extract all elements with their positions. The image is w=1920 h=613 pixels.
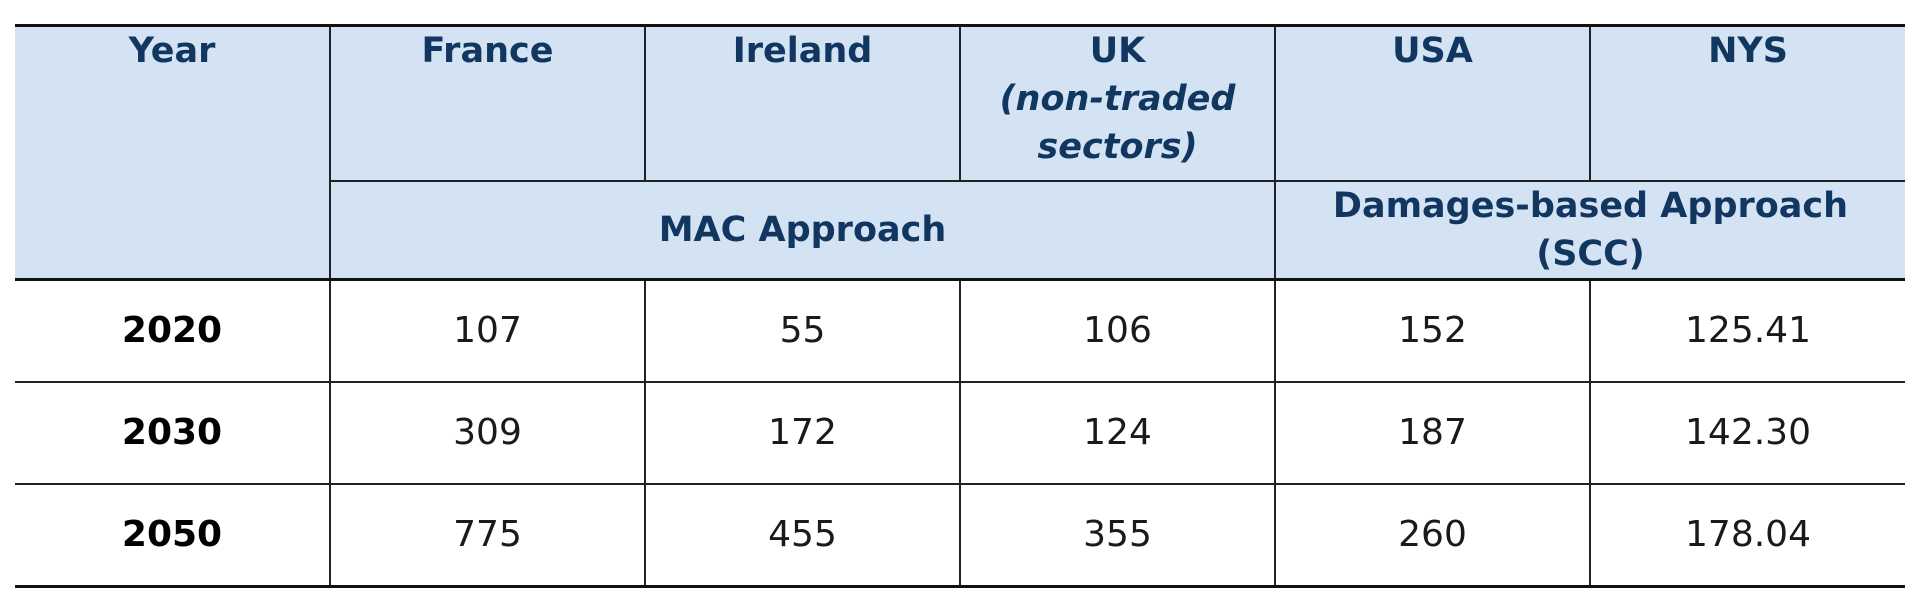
value-cell-uk: 124	[959, 380, 1275, 484]
value-cell-france: 309	[329, 380, 645, 484]
column-header-ireland: Ireland	[644, 25, 960, 182]
value-cell-uk: 355	[959, 482, 1275, 586]
column-header-nys: NYS	[1589, 25, 1905, 182]
value-cell-usa: 187	[1274, 380, 1590, 484]
year-cell: 2030	[15, 380, 330, 484]
table-row: 2020 107 55 106 152 125.41	[15, 279, 1905, 382]
value-cell-uk: 106	[959, 279, 1275, 382]
column-header-uk: UK (non-traded sectors)	[959, 25, 1275, 182]
value-cell-ireland: 172	[644, 380, 960, 484]
column-header-usa: USA	[1274, 25, 1590, 182]
damages-approach-header: Damages-based Approach (SCC)	[1274, 180, 1905, 281]
country-header-row: Year France Ireland UK (non-traded secto…	[15, 25, 1905, 281]
value-cell-usa: 152	[1274, 279, 1590, 382]
year-cell: 2020	[121, 310, 223, 351]
value-cell-ireland: 55	[644, 279, 960, 382]
column-header-uk-label: UK	[1089, 31, 1146, 71]
carbon-value-table: Year France Ireland UK (non-traded secto…	[15, 24, 1905, 588]
mac-approach-header: MAC Approach	[329, 180, 1275, 281]
column-header-france: France	[329, 25, 645, 182]
value-cell-nys: 142.30	[1589, 380, 1905, 484]
year-cell: 2050	[15, 482, 330, 586]
column-header-uk-note: (non-traded sectors)	[999, 79, 1236, 167]
year-header: Year	[15, 25, 330, 281]
value-cell-france: 775	[329, 482, 645, 586]
value-cell-ireland: 455	[644, 482, 960, 586]
approach-header-row: MAC Approach Damages-based Approach (SCC…	[15, 180, 1905, 281]
value-cell-nys: 178.04	[1589, 482, 1905, 586]
value-cell-nys: 125.41	[1589, 279, 1905, 382]
value-cell-usa: 260	[1274, 482, 1590, 586]
table-row: 2050 775 455 355 260 178.04	[15, 482, 1905, 586]
table-row: 2030 309 172 124 187 142.30	[15, 380, 1905, 484]
value-cell-france: 107	[329, 279, 645, 382]
